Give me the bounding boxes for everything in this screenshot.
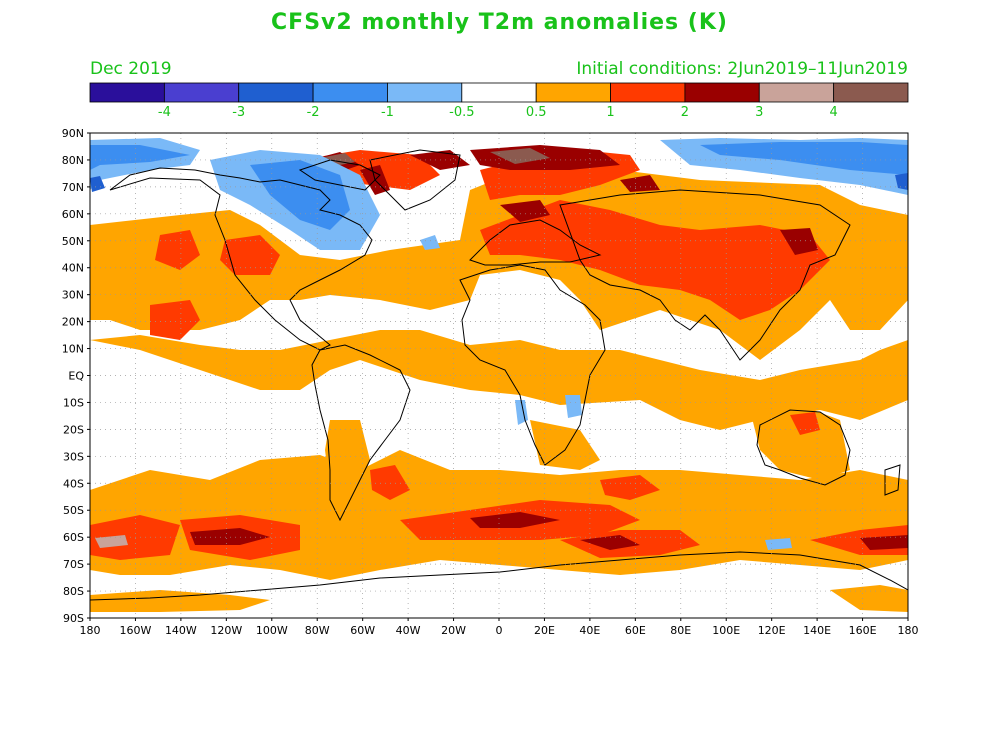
chart-title: CFSv2 monthly T2m anomalies (K): [271, 10, 728, 35]
latitude-labels: 90N 80N 70N 60N 50N 40N 30N 20N 10N EQ 10S 20S 30S 40…: [62, 127, 90, 625]
colorbar-segment: [833, 82, 909, 103]
colorbar-label: 0.5: [526, 105, 547, 120]
latitude-label: 50N: [62, 235, 84, 248]
longitude-label: 120W: [210, 624, 242, 637]
colorbar-segment: [387, 82, 463, 103]
colorbar-segment: [535, 82, 611, 103]
longitude-label: 180: [80, 624, 101, 637]
anomaly-lightbrown-regions: [95, 535, 128, 548]
colorbar-segment: [610, 82, 686, 103]
colorbar-label: -0.5: [449, 105, 474, 120]
valid-month-label: Dec 2019: [90, 59, 172, 79]
longitude-label: 20E: [534, 624, 555, 637]
latitude-label: 30N: [62, 289, 84, 302]
latitude-label: 20S: [63, 423, 84, 436]
longitude-label: 40E: [579, 624, 600, 637]
colorbar-label: 3: [755, 105, 763, 120]
longitude-label: 120E: [758, 624, 786, 637]
colorbar-segment: [163, 82, 240, 103]
longitude-label: 140E: [803, 624, 831, 637]
latitude-label: 60S: [63, 531, 84, 544]
latitude-label: 20N: [62, 316, 84, 329]
latitude-label: 10S: [63, 396, 84, 409]
longitude-label: 160E: [849, 624, 877, 637]
latitude-label: 90N: [62, 127, 84, 140]
latitude-label: 90S: [63, 612, 84, 625]
longitude-label: 160W: [120, 624, 152, 637]
longitude-label: 0: [496, 624, 503, 637]
longitude-label: 80E: [670, 624, 691, 637]
longitude-label: 60E: [625, 624, 646, 637]
longitude-label: 80W: [305, 624, 330, 637]
longitude-label: 40W: [396, 624, 421, 637]
colorbar-segment: [758, 82, 835, 103]
anomaly-blue-regions: [90, 142, 908, 230]
latitude-label: 30S: [63, 450, 84, 463]
latitude-label: EQ: [68, 370, 84, 383]
longitude-label: 140W: [165, 624, 197, 637]
latitude-label: 50S: [63, 504, 84, 517]
colorbar: -4 -3 -2 -1 -0.5 0.5 1 2 3 4: [89, 82, 909, 120]
colorbar-label: -2: [307, 105, 320, 120]
anomaly-darkblue-regions: [90, 173, 908, 192]
colorbar-label: -1: [381, 105, 394, 120]
colorbar-segment: [312, 82, 388, 103]
map-area: [90, 133, 908, 618]
longitude-label: 100W: [256, 624, 288, 637]
lat-lon-grid: [90, 133, 908, 618]
colorbar-label: -4: [158, 105, 171, 120]
longitude-label: 100E: [712, 624, 740, 637]
latitude-label: 70S: [63, 558, 84, 571]
longitude-label: 20W: [441, 624, 466, 637]
latitude-label: 40S: [63, 477, 84, 490]
colorbar-label: 1: [606, 105, 614, 120]
latitude-label: 10N: [62, 343, 84, 356]
colorbar-segment: [684, 82, 760, 103]
colorbar-segment: [238, 82, 314, 103]
latitude-label: 70N: [62, 181, 84, 194]
latitude-label: 40N: [62, 262, 84, 275]
latitude-label: 80S: [63, 585, 84, 598]
longitude-label: 60W: [350, 624, 375, 637]
colorbar-label: 4: [829, 105, 837, 120]
latitude-label: 80N: [62, 154, 84, 167]
longitude-label: 180: [898, 624, 919, 637]
longitude-labels: 180 160W 140W 120W 100W 80W 60W 40W 20W 0 20E 40E 60…: [80, 618, 919, 637]
colorbar-label: 2: [681, 105, 689, 120]
colorbar-segment: [89, 82, 165, 103]
colorbar-label: -3: [232, 105, 245, 120]
coastlines: [90, 149, 908, 601]
colorbar-segment: [461, 82, 537, 103]
latitude-label: 60N: [62, 208, 84, 221]
initial-conditions-label: Initial conditions: 2Jun2019–11Jun2019: [576, 59, 908, 79]
